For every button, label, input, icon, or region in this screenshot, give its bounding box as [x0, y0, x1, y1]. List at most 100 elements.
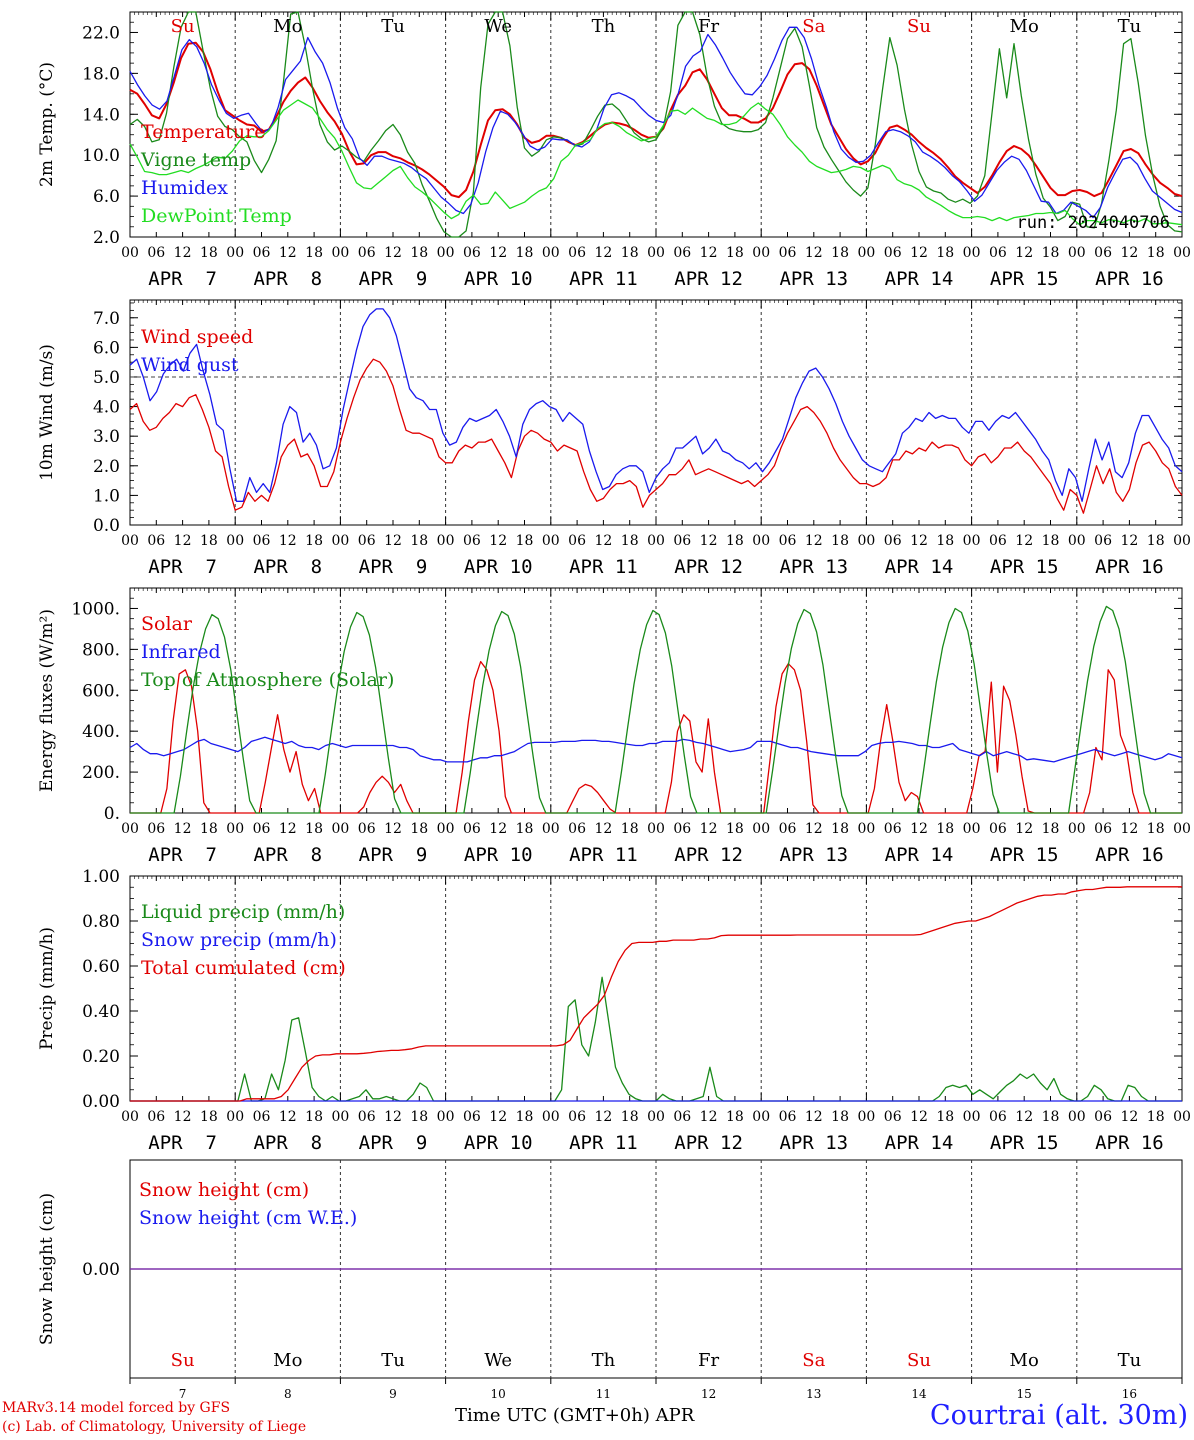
y-axis-title: 2m Temp. (°C) [37, 62, 57, 187]
panel-1: 2.0 6.0 10.0 14.0 18.0 22.0 2m Temp. (°C) Tempe… [37, 11, 1191, 290]
footer-lab: (c) Lab. of Climatology, University of L… [2, 1419, 307, 1435]
date-label: APR 10 [464, 844, 533, 866]
hour-tick-label: 06 [463, 1109, 481, 1125]
hour-tick-label: 12 [1015, 245, 1033, 261]
hour-tick-label: 12 [384, 821, 402, 837]
weekday-label: Fr [698, 16, 719, 37]
hour-tick-label: 18 [200, 1109, 218, 1125]
weekday-label: Mo [273, 16, 302, 37]
hour-tick-label: 18 [1147, 533, 1165, 549]
y-tick-label: 0.00 [82, 1092, 120, 1112]
hour-tick-label: 18 [410, 245, 428, 261]
hour-tick-label: 12 [174, 245, 192, 261]
day-number-label: 12 [701, 1387, 716, 1401]
panel-5: 0.00 Snow height (cm) Snow height (cm) Snow… [37, 1159, 1183, 1401]
date-label: APR 14 [885, 1132, 954, 1154]
hour-tick-label: 00 [226, 1109, 244, 1125]
legend-entry: Top of Atmosphere (Solar) [141, 669, 394, 691]
day-number-label: 16 [1122, 1387, 1137, 1401]
hour-tick-label: 18 [831, 821, 849, 837]
hour-tick-label: 00 [331, 821, 349, 837]
y-tick-label: 2.0 [93, 457, 120, 477]
weekday-label: Su [907, 16, 931, 37]
station-name: Courtrai (alt. 30m) [929, 1400, 1188, 1431]
legend-entry: Total cumulated (cm) [141, 957, 346, 979]
hour-tick-label: 18 [621, 533, 639, 549]
hour-tick-label: 00 [1173, 821, 1191, 837]
legend-entry: DewPoint Temp [141, 205, 292, 227]
y-tick-label: 6.0 [93, 187, 120, 207]
hour-tick-label: 18 [621, 245, 639, 261]
weekday-label: Su [171, 1350, 195, 1371]
hour-tick-label: 12 [489, 245, 507, 261]
day-number-label: 11 [596, 1387, 611, 1401]
date-label: APR 9 [359, 1132, 428, 1154]
hour-tick-label: 12 [1120, 1109, 1138, 1125]
x-axis-title: Time UTC (GMT+0h) APR [455, 1405, 695, 1426]
hour-tick-label: 06 [253, 821, 271, 837]
hour-tick-label: 06 [673, 821, 691, 837]
date-label: APR 8 [253, 556, 322, 578]
hour-tick-label: 06 [1094, 1109, 1112, 1125]
hour-tick-label: 06 [884, 533, 902, 549]
series-line-2 [129, 736, 1183, 763]
date-label: APR 11 [569, 268, 638, 290]
weekday-label: Fr [698, 1350, 719, 1371]
date-label: APR 16 [1095, 844, 1164, 866]
hour-tick-label: 12 [1120, 533, 1138, 549]
hour-tick-label: 06 [779, 245, 797, 261]
hour-tick-label: 18 [936, 1109, 954, 1125]
hour-tick-label: 00 [1068, 245, 1086, 261]
hour-tick-label: 18 [831, 245, 849, 261]
hour-tick-label: 00 [542, 821, 560, 837]
hour-tick-label: 06 [358, 1109, 376, 1125]
date-label: APR 9 [359, 844, 428, 866]
date-label: APR 13 [779, 844, 848, 866]
hour-tick-label: 18 [410, 1109, 428, 1125]
hour-tick-label: 18 [831, 533, 849, 549]
run-annotation: run: 2024040706 [1016, 213, 1170, 233]
hour-tick-label: 12 [594, 1109, 612, 1125]
date-label: APR 7 [148, 556, 217, 578]
hour-tick-label: 00 [752, 821, 770, 837]
y-tick-label: 0.20 [82, 1047, 120, 1067]
hour-tick-label: 12 [594, 245, 612, 261]
date-label: APR 12 [674, 1132, 743, 1154]
hour-tick-label: 12 [1120, 821, 1138, 837]
hour-tick-label: 06 [989, 821, 1007, 837]
y-tick-label: 0.0 [93, 516, 120, 536]
hour-tick-label: 06 [779, 533, 797, 549]
date-label: APR 14 [885, 556, 954, 578]
hour-tick-label: 12 [174, 821, 192, 837]
hour-tick-label: 12 [279, 533, 297, 549]
hour-tick-label: 12 [805, 1109, 823, 1125]
hour-tick-label: 00 [1068, 821, 1086, 837]
panel-2: 0.0 1.0 2.0 3.0 4.0 5.0 6.0 7.0 10m Wind (m/s) Wi… [37, 299, 1191, 578]
hour-tick-label: 06 [884, 821, 902, 837]
date-label: APR 7 [148, 844, 217, 866]
hour-tick-label: 00 [647, 245, 665, 261]
weekday-label: Sa [802, 1350, 825, 1371]
hour-tick-label: 06 [358, 245, 376, 261]
legend-entry: Wind speed [141, 326, 253, 348]
hour-tick-label: 12 [805, 245, 823, 261]
y-axis-title: 10m Wind (m/s) [37, 344, 57, 481]
hour-tick-label: 00 [752, 533, 770, 549]
date-label: APR 16 [1095, 268, 1164, 290]
hour-tick-label: 00 [226, 533, 244, 549]
hour-tick-label: 12 [279, 245, 297, 261]
date-label: APR 16 [1095, 556, 1164, 578]
date-label: APR 16 [1095, 1132, 1164, 1154]
y-tick-label: 14.0 [82, 105, 120, 125]
date-label: APR 15 [990, 268, 1059, 290]
weekday-label: Tu [381, 16, 405, 37]
hour-tick-label: 18 [200, 821, 218, 837]
hour-tick-label: 00 [857, 1109, 875, 1125]
hour-tick-label: 12 [594, 821, 612, 837]
y-tick-label: 1000. [71, 599, 120, 619]
hour-tick-label: 18 [410, 533, 428, 549]
weekday-label: Tu [1118, 1350, 1142, 1371]
y-tick-label: 800. [82, 640, 120, 660]
weekday-label: Tu [381, 1350, 405, 1371]
panel-3: 0. 200. 400. 600. 800. 1000. Energy fluxes (W/… [37, 587, 1191, 866]
